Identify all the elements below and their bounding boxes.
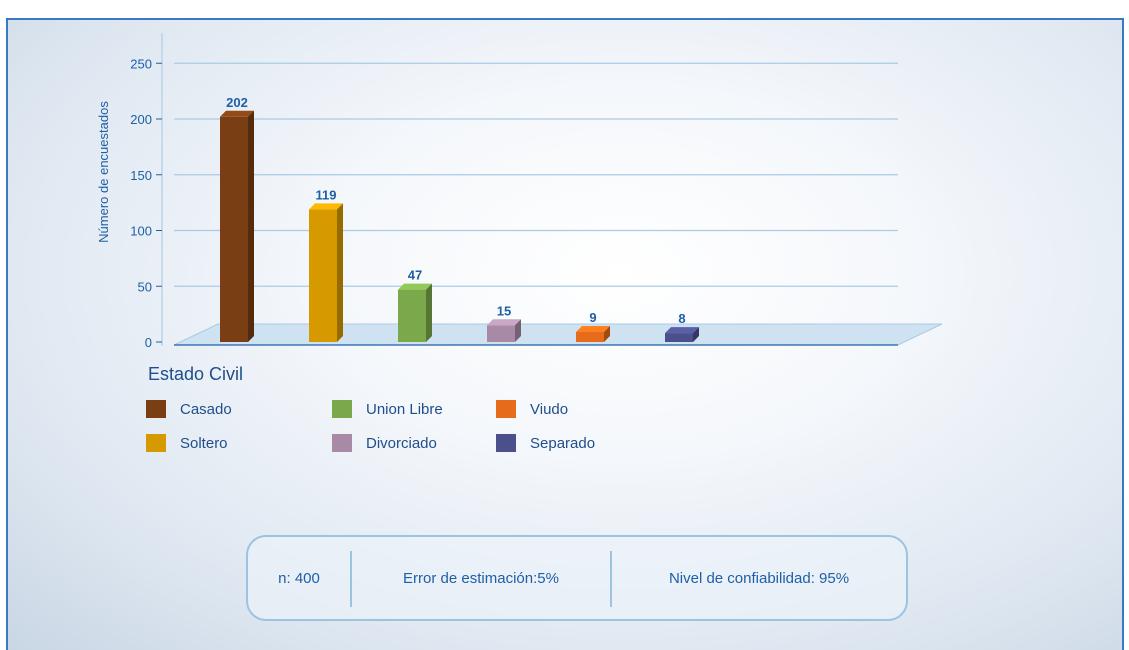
bar-top-casado bbox=[220, 110, 254, 117]
bar-union-libre bbox=[398, 289, 426, 342]
y-tick-label: 100 bbox=[130, 224, 152, 239]
data-label-divorciado: 15 bbox=[497, 303, 511, 318]
data-label-union-libre: 47 bbox=[408, 268, 422, 283]
bar-casado bbox=[220, 116, 248, 343]
legend-swatch-separado bbox=[496, 434, 516, 452]
legend-item-casado: Casado bbox=[146, 400, 232, 418]
stats-divider bbox=[350, 551, 352, 607]
legend-label-separado: Separado bbox=[530, 434, 596, 452]
legend-label-soltero: Soltero bbox=[180, 434, 228, 452]
bar-side-viudo bbox=[604, 325, 610, 342]
legend-label-divorciado: Divorciado bbox=[366, 434, 437, 452]
y-tick-label: 150 bbox=[130, 168, 152, 183]
legend-label-viudo: Viudo bbox=[530, 400, 569, 418]
bar-top-viudo bbox=[576, 325, 610, 332]
bar-viudo bbox=[576, 331, 604, 342]
stat-error: Error de estimación:5% bbox=[403, 569, 559, 587]
y-tick-label: 50 bbox=[138, 279, 152, 294]
bar-side-soltero bbox=[337, 203, 343, 342]
y-tick-label: 250 bbox=[130, 56, 152, 71]
data-label-casado: 202 bbox=[226, 95, 248, 110]
bar-top-soltero bbox=[309, 203, 343, 210]
chart-floor bbox=[173, 323, 943, 346]
bar-top-union-libre bbox=[398, 283, 432, 290]
legend-item-divorciado: Divorciado bbox=[332, 434, 437, 452]
legend-swatch-viudo bbox=[496, 400, 516, 418]
legend-item-separado: Separado bbox=[496, 434, 595, 452]
bar-top-divorciado bbox=[487, 319, 521, 326]
bar-separado bbox=[665, 333, 693, 342]
data-label-separado: 8 bbox=[678, 311, 685, 326]
legend-swatch-casado bbox=[146, 400, 166, 418]
bar-side-casado bbox=[248, 110, 254, 343]
bar-top-separado bbox=[665, 327, 699, 334]
legend-swatch-soltero bbox=[146, 434, 166, 452]
legend-title: Estado Civil bbox=[148, 364, 244, 384]
bar-divorciado bbox=[487, 325, 515, 342]
y-axis-label: Número de encuestados bbox=[96, 101, 111, 243]
legend-item-soltero: Soltero bbox=[146, 434, 228, 452]
bar-side-separado bbox=[693, 327, 699, 342]
stat-confidence: Nivel de confiabilidad: 95% bbox=[668, 569, 850, 587]
stats-box: n: 400 Error de estimación:5% Nivel de c… bbox=[246, 535, 908, 621]
legend-label-union-libre: Union Libre bbox=[366, 400, 443, 418]
legend-item-union-libre: Union Libre bbox=[332, 400, 443, 418]
data-label-viudo: 9 bbox=[589, 310, 596, 325]
legend-label-casado: Casado bbox=[180, 400, 232, 418]
legend-swatch-divorciado bbox=[332, 434, 352, 452]
stat-sample-size: n: 400 bbox=[278, 569, 320, 587]
bar-chart: 0 50 100 150 200 250 Número de encuestados 202 1… bbox=[96, 33, 943, 350]
data-label-soltero: 119 bbox=[316, 187, 337, 202]
bar-side-union-libre bbox=[426, 283, 432, 342]
chart-frame: 0 50 100 150 200 250 Número de encuestados 202 1… bbox=[6, 18, 1124, 650]
bar-side-divorciado bbox=[515, 319, 521, 342]
bar-soltero bbox=[309, 209, 337, 342]
stats-divider bbox=[610, 551, 612, 607]
y-tick-label: 200 bbox=[130, 112, 152, 127]
legend-swatch-union-libre bbox=[332, 400, 352, 418]
y-tick-label: 0 bbox=[145, 335, 152, 350]
legend-item-viudo: Viudo bbox=[496, 400, 568, 418]
